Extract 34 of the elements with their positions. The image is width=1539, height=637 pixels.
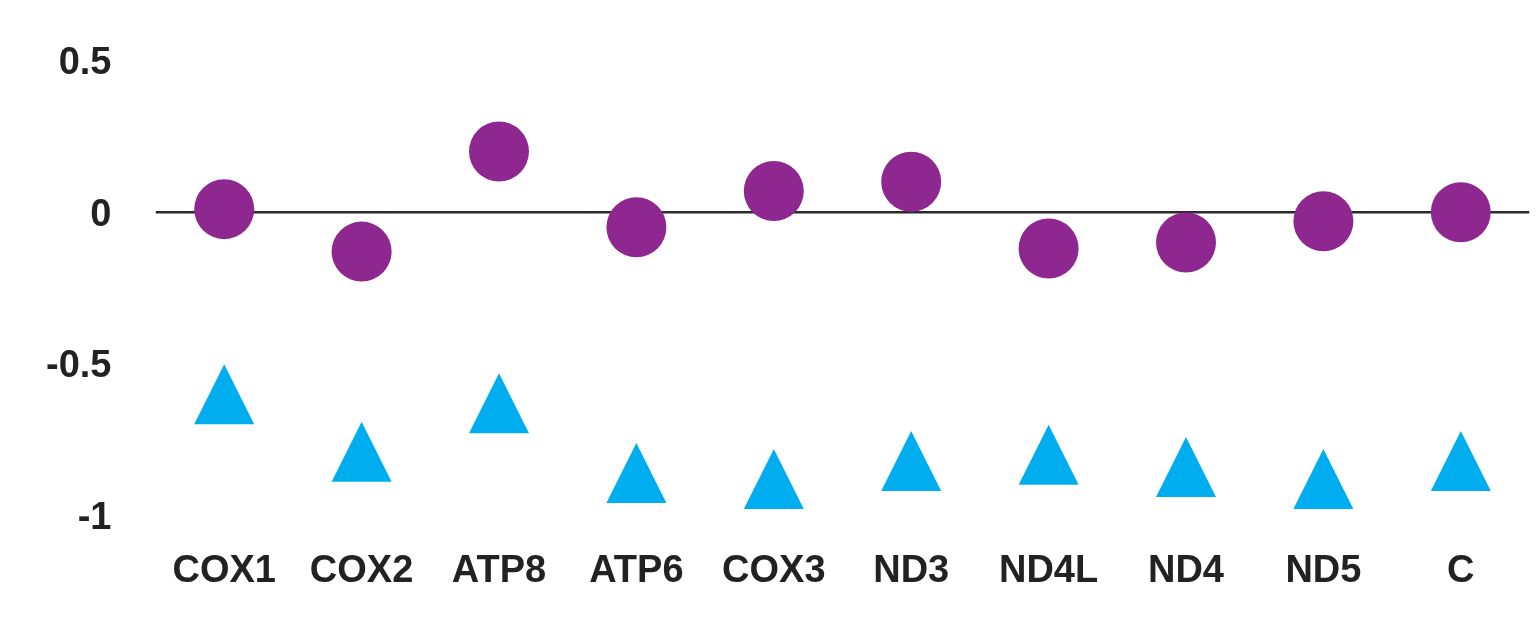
x-tick-label: ATP6 [589,547,684,590]
y-tick-label: 0 [90,191,112,234]
x-tick-label: COX3 [722,547,826,590]
point [1293,191,1354,252]
point [881,430,942,491]
point [194,364,255,425]
point [1293,449,1354,510]
y-tick-label: -1 [77,495,112,537]
point [881,151,942,212]
point [331,221,392,282]
point [606,197,667,258]
x-tick-label: ND5 [1285,547,1362,590]
point [606,443,667,504]
point [1430,430,1491,491]
point [1430,182,1491,243]
point [331,421,392,482]
y-tick-label: 0.5 [58,40,112,82]
x-tick-label: ND4L [998,547,1099,590]
point [1156,212,1216,273]
point [469,373,529,434]
x-tick-label: ND4 [1147,547,1225,590]
point [469,121,529,182]
x-tick-label: C [1447,547,1475,590]
x-tick-label: COX1 [172,547,276,590]
point [743,160,804,221]
x-tick-label: COX2 [309,547,414,590]
point [1018,424,1079,485]
x-tick-label: ND3 [873,547,950,590]
point [194,179,255,240]
y-tick-label: -0.5 [46,343,112,386]
point [1156,436,1216,497]
point [743,449,804,510]
x-tick-label: ATP8 [451,547,547,590]
point [1018,218,1079,279]
